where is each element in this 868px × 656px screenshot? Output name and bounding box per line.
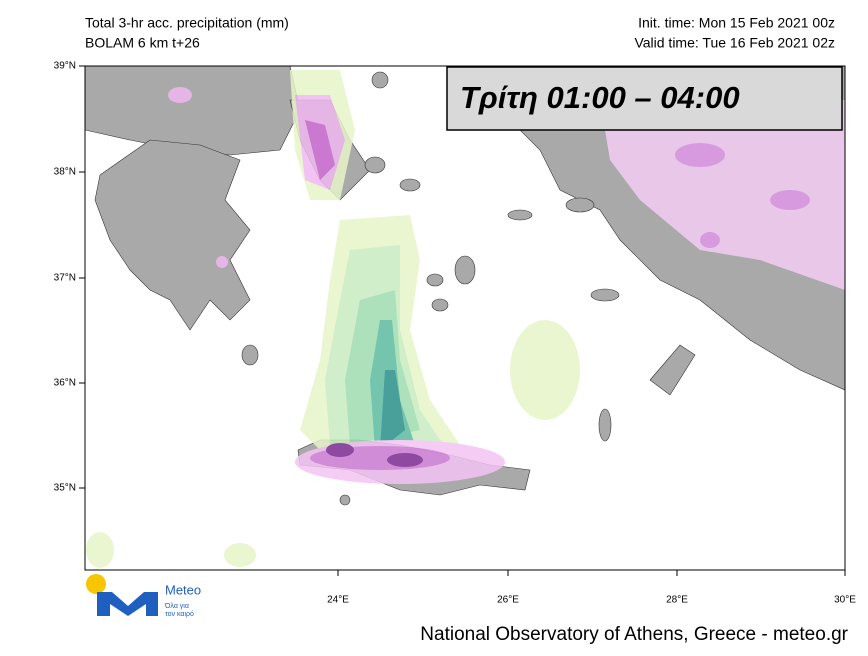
map-title: Total 3-hr acc. precipitation (mm) [85, 15, 289, 31]
land [85, 66, 845, 568]
lat-label: 38°N [54, 167, 76, 178]
logo-tagline: Όλα για [164, 603, 189, 610]
time-window: Τρίτη 01:00 – 04:00 [460, 80, 740, 115]
logo-name: Meteo [165, 582, 201, 597]
lat-label: 37°N [54, 273, 76, 284]
lat-label: 39°N [54, 61, 76, 72]
map-frame [84, 65, 846, 571]
time-overlay: Τρίτη 01:00 – 04:00 [446, 66, 843, 131]
init-time: Init. time: Mon 15 Feb 2021 00z [638, 15, 835, 31]
logo-tagline: τον καιρό [165, 610, 194, 618]
graticule-ticks [79, 65, 846, 576]
lat-label: 35°N [54, 483, 76, 494]
footer-credit: National Observatory of Athens, Greece -… [420, 624, 848, 645]
lon-label: 30°E [834, 595, 856, 606]
precipitation [86, 70, 845, 568]
logo: Meteo Όλα για τον καιρό [86, 574, 201, 618]
map: 39°N 38°N 37°N 36°N 35°N 24°E 26°E 28°E … [54, 61, 857, 606]
model-label: BOLAM 6 km t+26 [85, 35, 200, 51]
lon-label: 26°E [497, 595, 519, 606]
lat-label: 36°N [54, 378, 76, 389]
lon-label: 24°E [327, 595, 349, 606]
lon-label: 28°E [666, 595, 688, 606]
valid-time: Valid time: Tue 16 Feb 2021 02z [634, 35, 835, 51]
